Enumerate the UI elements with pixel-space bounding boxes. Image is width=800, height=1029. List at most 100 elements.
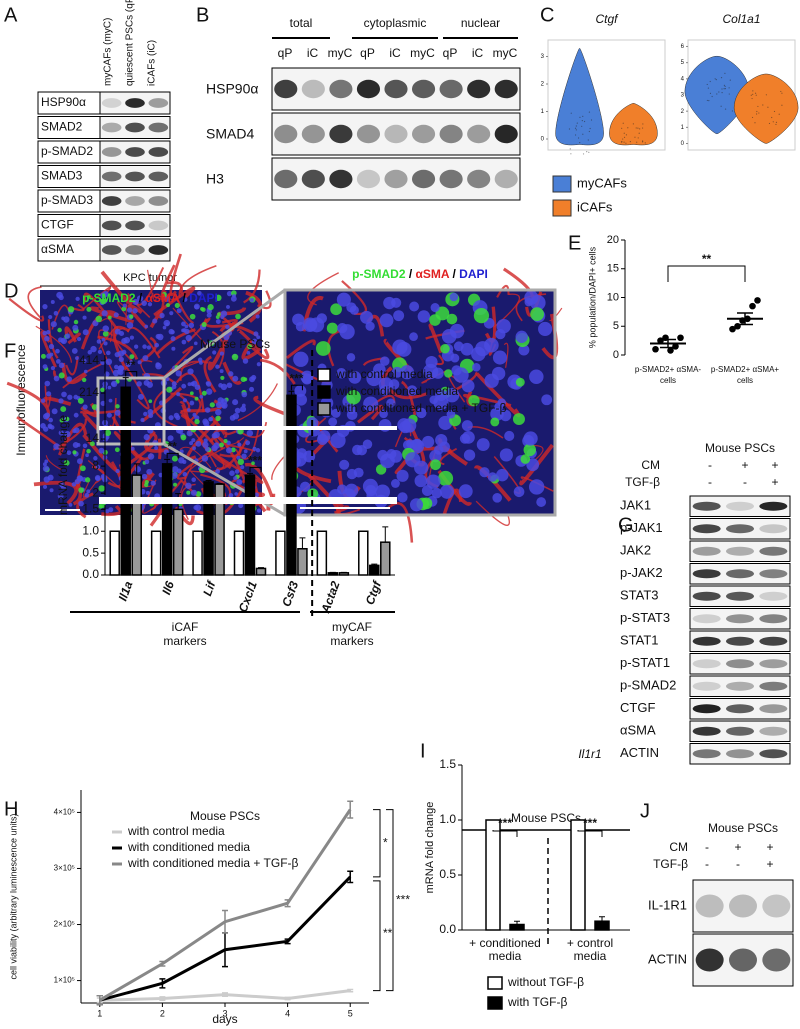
legend-label: without TGF-β bbox=[507, 975, 584, 989]
violin-dot bbox=[621, 127, 623, 129]
stroma bbox=[160, 345, 194, 381]
nucleus bbox=[126, 322, 134, 329]
nucleus bbox=[114, 447, 120, 453]
nucleus bbox=[73, 394, 79, 400]
nucleus bbox=[55, 359, 61, 364]
bar bbox=[244, 474, 256, 576]
nucleus bbox=[339, 459, 350, 470]
axis-break bbox=[99, 497, 397, 504]
nucleus bbox=[536, 497, 547, 507]
violin-dot bbox=[750, 94, 752, 96]
y-tick-label: 5 bbox=[613, 320, 619, 332]
nucleus bbox=[504, 430, 515, 442]
nucleus bbox=[397, 492, 408, 503]
band bbox=[726, 726, 754, 736]
nucleus bbox=[146, 468, 153, 475]
violin-dot bbox=[767, 106, 769, 108]
violin-dot bbox=[574, 134, 577, 136]
nucleus bbox=[353, 467, 364, 478]
y-tick-label: 0 bbox=[681, 141, 685, 147]
nucleus bbox=[255, 314, 260, 319]
nucleus bbox=[147, 408, 154, 415]
nucleus bbox=[189, 313, 196, 320]
nucleus bbox=[461, 379, 475, 393]
nucleus bbox=[238, 503, 244, 509]
stroma bbox=[439, 447, 458, 466]
violin-dot bbox=[707, 87, 710, 89]
group-label: total bbox=[290, 16, 313, 30]
nucleus bbox=[446, 313, 458, 325]
stroma bbox=[387, 502, 414, 543]
blot bbox=[689, 540, 791, 562]
nucleus bbox=[215, 319, 221, 324]
bar bbox=[120, 386, 131, 576]
nucleus bbox=[50, 366, 55, 371]
nucleus bbox=[300, 481, 311, 492]
significance: *** bbox=[289, 371, 303, 385]
lane-label: iC bbox=[472, 46, 484, 60]
violin-dot bbox=[752, 93, 754, 95]
nucleus bbox=[181, 321, 186, 327]
nucleus bbox=[64, 416, 70, 422]
point bbox=[677, 334, 684, 342]
nucleus bbox=[59, 481, 66, 488]
band bbox=[274, 124, 298, 144]
significance: *** bbox=[498, 816, 512, 830]
nucleus bbox=[103, 341, 108, 346]
violin-dot bbox=[715, 79, 717, 81]
y-tick-label: 2 bbox=[541, 82, 545, 88]
row-label: ACTIN bbox=[648, 951, 687, 966]
nucleus bbox=[82, 404, 88, 410]
nucleus bbox=[249, 298, 254, 303]
nucleus bbox=[129, 354, 135, 360]
nucleus bbox=[101, 337, 106, 342]
nucleus bbox=[186, 490, 191, 495]
stroma bbox=[141, 471, 155, 488]
band bbox=[759, 614, 788, 624]
row-label: CTGF bbox=[620, 700, 655, 715]
nucleus bbox=[191, 477, 197, 482]
nucleus bbox=[115, 469, 120, 474]
violin-dot bbox=[569, 148, 571, 150]
error-bar bbox=[205, 480, 212, 482]
nucleus bbox=[113, 364, 119, 370]
panel-letter: G bbox=[618, 514, 634, 536]
nucleus bbox=[232, 399, 239, 406]
x-tick-label: Il6 bbox=[159, 579, 177, 597]
nucleus bbox=[187, 368, 194, 375]
plot-subtitle: Mouse PSCs bbox=[511, 811, 581, 825]
nucleus bbox=[105, 509, 110, 514]
nucleus bbox=[392, 339, 408, 355]
nucleus bbox=[523, 443, 537, 457]
band bbox=[101, 245, 122, 255]
violin-dot bbox=[634, 136, 636, 138]
row-label: SMAD4 bbox=[206, 126, 254, 142]
point bbox=[754, 297, 761, 304]
group-label: + control bbox=[567, 936, 613, 950]
violin-dot bbox=[762, 104, 764, 106]
nucleus bbox=[460, 342, 474, 356]
bar bbox=[192, 530, 203, 576]
nucleus bbox=[205, 381, 212, 387]
nucleus bbox=[256, 335, 261, 340]
nucleus bbox=[61, 391, 67, 398]
nucleus bbox=[476, 438, 490, 452]
band bbox=[467, 79, 491, 99]
error-bar bbox=[347, 988, 354, 993]
nucleus bbox=[450, 353, 460, 363]
nucleus bbox=[360, 310, 374, 324]
nucleus bbox=[473, 308, 490, 324]
nucleus bbox=[194, 418, 200, 425]
nucleus bbox=[328, 417, 338, 427]
plot-title: Il1r1 bbox=[578, 747, 601, 761]
x-tick-label: 5 bbox=[348, 1008, 353, 1018]
violin-dot bbox=[768, 122, 771, 125]
error-bar bbox=[514, 920, 520, 925]
nucleus bbox=[108, 398, 113, 403]
nucleus bbox=[186, 430, 193, 437]
nucleus bbox=[336, 368, 347, 379]
point bbox=[749, 302, 756, 310]
y-tick-label: 1.0 bbox=[439, 812, 456, 826]
band bbox=[729, 948, 757, 972]
band bbox=[125, 98, 145, 108]
